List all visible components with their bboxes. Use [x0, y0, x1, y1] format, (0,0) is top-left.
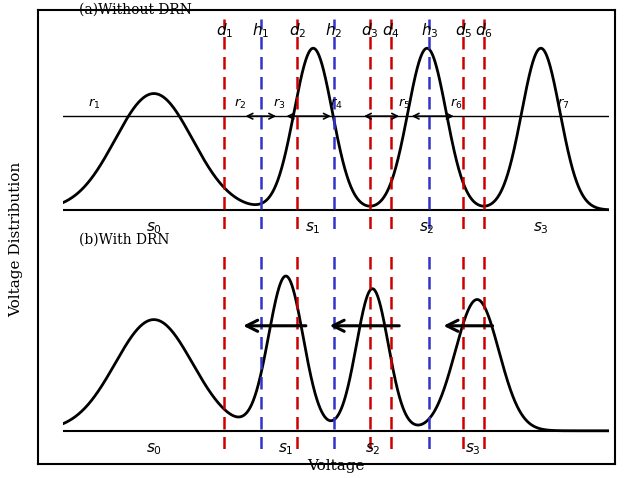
Text: $s_{0}$: $s_{0}$ [146, 441, 162, 456]
Text: $s_{1}$: $s_{1}$ [278, 441, 294, 456]
Text: $r_{6}$: $r_{6}$ [450, 97, 463, 111]
Text: $d_{1}$: $d_{1}$ [216, 22, 233, 40]
Text: $d_{3}$: $d_{3}$ [361, 22, 379, 40]
Text: $s_{2}$: $s_{2}$ [365, 441, 380, 456]
Text: $r_{1}$: $r_{1}$ [89, 97, 101, 111]
Text: $d_{4}$: $d_{4}$ [382, 22, 399, 40]
Text: (a)Without DRN: (a)Without DRN [79, 2, 192, 16]
Text: (b)With DRN: (b)With DRN [79, 232, 170, 247]
Text: $r_{3}$: $r_{3}$ [273, 97, 285, 111]
Text: $r_{4}$: $r_{4}$ [330, 97, 342, 111]
Text: $h_{1}$: $h_{1}$ [252, 22, 269, 40]
Text: Voltage: Voltage [307, 459, 365, 473]
Text: $h_{3}$: $h_{3}$ [421, 22, 438, 40]
Text: $d_{2}$: $d_{2}$ [289, 22, 306, 40]
Text: $s_{1}$: $s_{1}$ [305, 220, 321, 236]
Text: $s_{3}$: $s_{3}$ [533, 220, 549, 236]
Text: $r_{5}$: $r_{5}$ [398, 97, 411, 111]
Text: $s_{2}$: $s_{2}$ [420, 220, 435, 236]
Text: Voltage Distribution: Voltage Distribution [9, 162, 23, 316]
Text: $h_{2}$: $h_{2}$ [325, 22, 342, 40]
Text: $r_{2}$: $r_{2}$ [234, 97, 247, 111]
Text: $r_{7}$: $r_{7}$ [557, 97, 570, 111]
Text: $s_{3}$: $s_{3}$ [465, 441, 480, 456]
Text: $s_{0}$: $s_{0}$ [146, 220, 162, 236]
Text: $d_{5}$: $d_{5}$ [455, 22, 472, 40]
Text: $d_{6}$: $d_{6}$ [475, 22, 493, 40]
